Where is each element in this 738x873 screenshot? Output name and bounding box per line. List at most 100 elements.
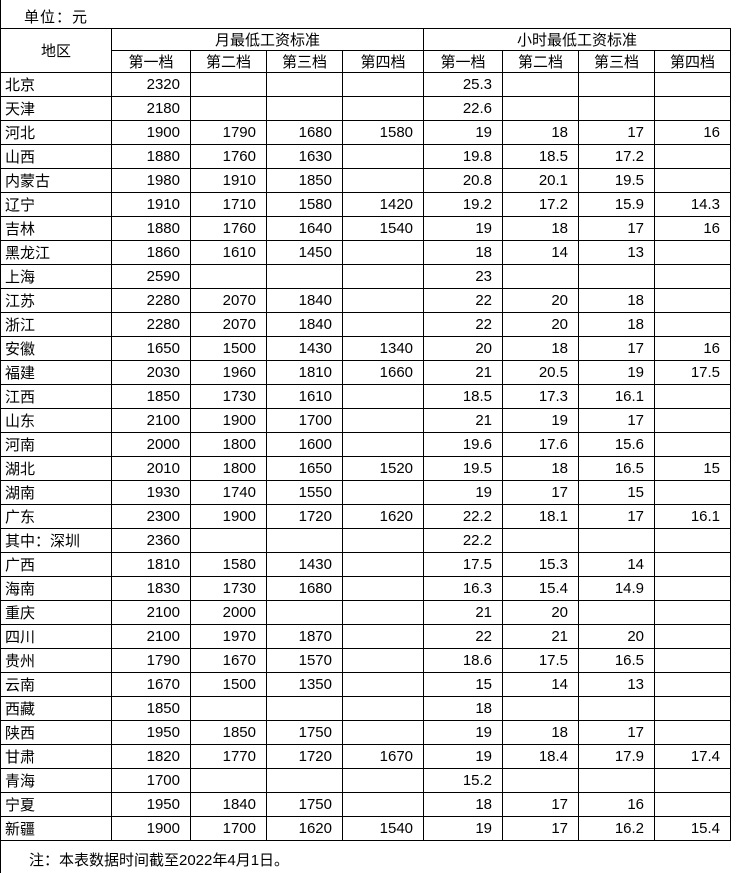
monthly-value-cell [341, 552, 425, 577]
monthly-value-cell: 1620 [341, 504, 425, 529]
monthly-value-cell: 2000 [111, 432, 191, 457]
monthly-value-cell: 1340 [341, 336, 425, 361]
region-cell: 新疆 [0, 816, 112, 841]
hourly-value-cell: 20 [502, 600, 580, 625]
hourly-value-cell: 14 [502, 240, 580, 265]
hourly-value-cell: 15.2 [423, 768, 504, 793]
monthly-tier4-header: 第四档 [341, 50, 425, 73]
hourly-value-cell: 17.5 [423, 552, 504, 577]
hourly-value-cell: 20 [502, 312, 580, 337]
region-cell: 云南 [0, 672, 112, 697]
table-row: 黑龙江 1860 1610 1450 18 14 13 [0, 240, 732, 265]
hourly-value-cell: 20.8 [423, 168, 504, 193]
hourly-value-cell: 19 [423, 744, 504, 769]
region-cell: 海南 [0, 576, 112, 601]
table-row: 贵州 1790 1670 1570 18.6 17.5 16.5 [0, 648, 732, 673]
monthly-value-cell [341, 432, 425, 457]
hourly-value-cell: 22.6 [423, 96, 504, 121]
region-cell: 黑龙江 [0, 240, 112, 265]
region-cell: 安徽 [0, 336, 112, 361]
monthly-tier1-header: 第一档 [111, 50, 191, 73]
table-row: 广西 1810 1580 1430 17.5 15.3 14 [0, 552, 732, 577]
hourly-value-cell: 15 [578, 480, 656, 505]
monthly-value-cell: 1950 [111, 720, 191, 745]
monthly-value-cell: 1900 [111, 120, 191, 145]
hourly-value-cell: 15.4 [502, 576, 580, 601]
table-row: 福建 2030 1960 1810 1660 21 20.5 19 17.5 [0, 360, 732, 385]
region-cell: 宁夏 [0, 792, 112, 817]
hourly-value-cell [502, 696, 580, 721]
monthly-value-cell [341, 240, 425, 265]
monthly-value-cell: 1540 [341, 816, 425, 841]
monthly-value-cell: 1930 [111, 480, 191, 505]
monthly-value-cell: 2100 [111, 624, 191, 649]
monthly-value-cell: 2070 [190, 312, 267, 337]
monthly-value-cell: 1600 [266, 432, 343, 457]
monthly-value-cell [341, 672, 425, 697]
monthly-value-cell: 1750 [266, 792, 343, 817]
monthly-value-cell [266, 528, 343, 553]
hourly-value-cell: 22.2 [423, 528, 504, 553]
hourly-value-cell: 19.6 [423, 432, 504, 457]
monthly-value-cell: 2180 [111, 96, 191, 121]
monthly-value-cell: 1790 [190, 120, 267, 145]
hourly-value-cell [578, 696, 656, 721]
hourly-value-cell: 17 [578, 216, 656, 241]
hourly-value-cell: 21 [423, 408, 504, 433]
monthly-value-cell: 2070 [190, 288, 267, 313]
hourly-value-cell: 15 [654, 456, 732, 481]
hourly-value-cell [502, 264, 580, 289]
monthly-value-cell: 1900 [190, 504, 267, 529]
monthly-value-cell [341, 720, 425, 745]
table-row: 甘肃 1820 1770 1720 1670 19 18.4 17.9 17.4 [0, 744, 732, 769]
monthly-value-cell [341, 408, 425, 433]
monthly-value-cell: 1420 [341, 192, 425, 217]
monthly-value-cell: 2100 [111, 600, 191, 625]
hourly-value-cell: 17 [578, 408, 656, 433]
table-row: 云南 1670 1500 1350 15 14 13 [0, 672, 732, 697]
monthly-value-cell [341, 528, 425, 553]
table-row: 内蒙古 1980 1910 1850 20.8 20.1 19.5 [0, 168, 732, 193]
group-header-row: 地区 月最低工资标准 小时最低工资标准 [0, 28, 732, 73]
hourly-value-cell [654, 720, 732, 745]
hourly-value-cell: 16 [578, 792, 656, 817]
hourly-value-cell: 20.1 [502, 168, 580, 193]
hourly-value-cell: 18.1 [502, 504, 580, 529]
monthly-value-cell [341, 600, 425, 625]
monthly-value-cell [341, 288, 425, 313]
hourly-value-cell: 18 [423, 696, 504, 721]
monthly-value-cell: 1810 [266, 360, 343, 385]
monthly-value-cell: 1970 [190, 624, 267, 649]
monthly-value-cell: 1620 [266, 816, 343, 841]
hourly-value-cell: 22 [423, 312, 504, 337]
monthly-value-cell [341, 264, 425, 289]
hourly-value-cell [654, 576, 732, 601]
monthly-value-cell [341, 648, 425, 673]
region-cell: 甘肃 [0, 744, 112, 769]
table-row: 重庆 2100 2000 21 20 [0, 600, 732, 625]
hourly-value-cell: 18 [502, 336, 580, 361]
region-cell: 北京 [0, 72, 112, 97]
monthly-value-cell: 1540 [341, 216, 425, 241]
hourly-value-cell: 15.4 [654, 816, 732, 841]
hourly-value-cell: 17 [502, 480, 580, 505]
monthly-value-cell [190, 96, 267, 121]
hourly-value-cell: 17.4 [654, 744, 732, 769]
monthly-value-cell: 1880 [111, 216, 191, 241]
monthly-value-cell: 1500 [190, 336, 267, 361]
hourly-value-cell: 15.6 [578, 432, 656, 457]
hourly-value-cell [654, 408, 732, 433]
hourly-tier1-header: 第一档 [423, 50, 504, 73]
monthly-value-cell: 1900 [111, 816, 191, 841]
region-cell: 内蒙古 [0, 168, 112, 193]
hourly-value-cell: 21 [502, 624, 580, 649]
hourly-value-cell: 15 [423, 672, 504, 697]
monthly-value-cell: 2010 [111, 456, 191, 481]
hourly-value-cell [654, 384, 732, 409]
monthly-value-cell: 1640 [266, 216, 343, 241]
monthly-value-cell: 1760 [190, 216, 267, 241]
monthly-value-cell: 1610 [266, 384, 343, 409]
hourly-value-cell: 22 [423, 288, 504, 313]
monthly-value-cell: 2280 [111, 312, 191, 337]
unit-label: 单位：元 [24, 9, 89, 26]
